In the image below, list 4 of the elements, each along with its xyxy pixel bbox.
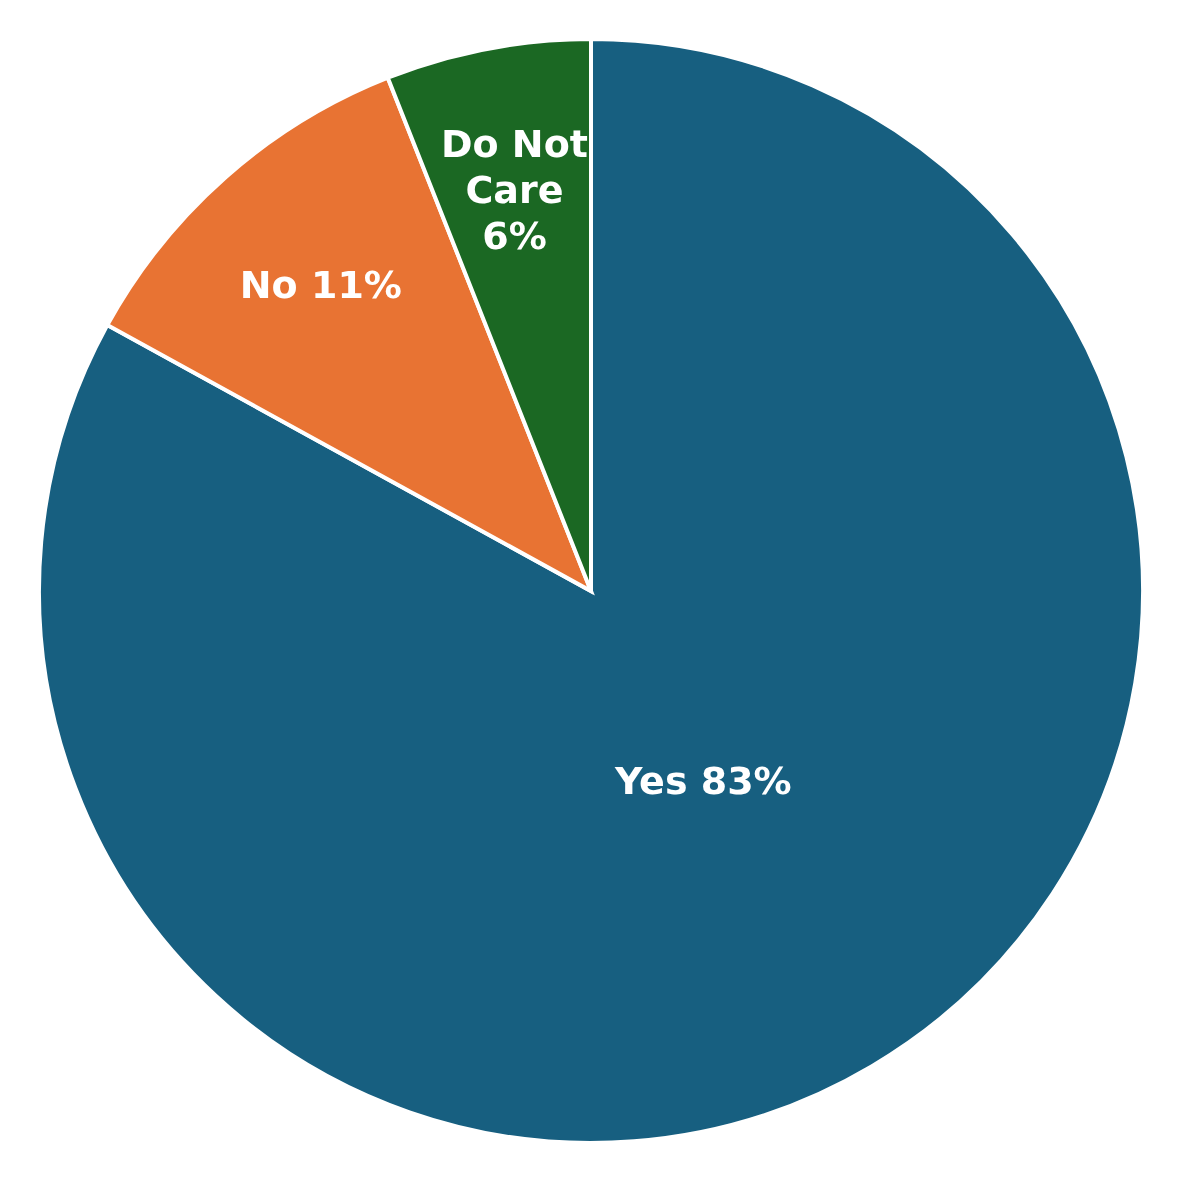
slice-label: Do Not Care (440, 121, 588, 212)
slice-label: No 11% (239, 262, 402, 307)
slice-label: Yes 83% (614, 759, 792, 804)
data-label: 6% (482, 213, 547, 258)
